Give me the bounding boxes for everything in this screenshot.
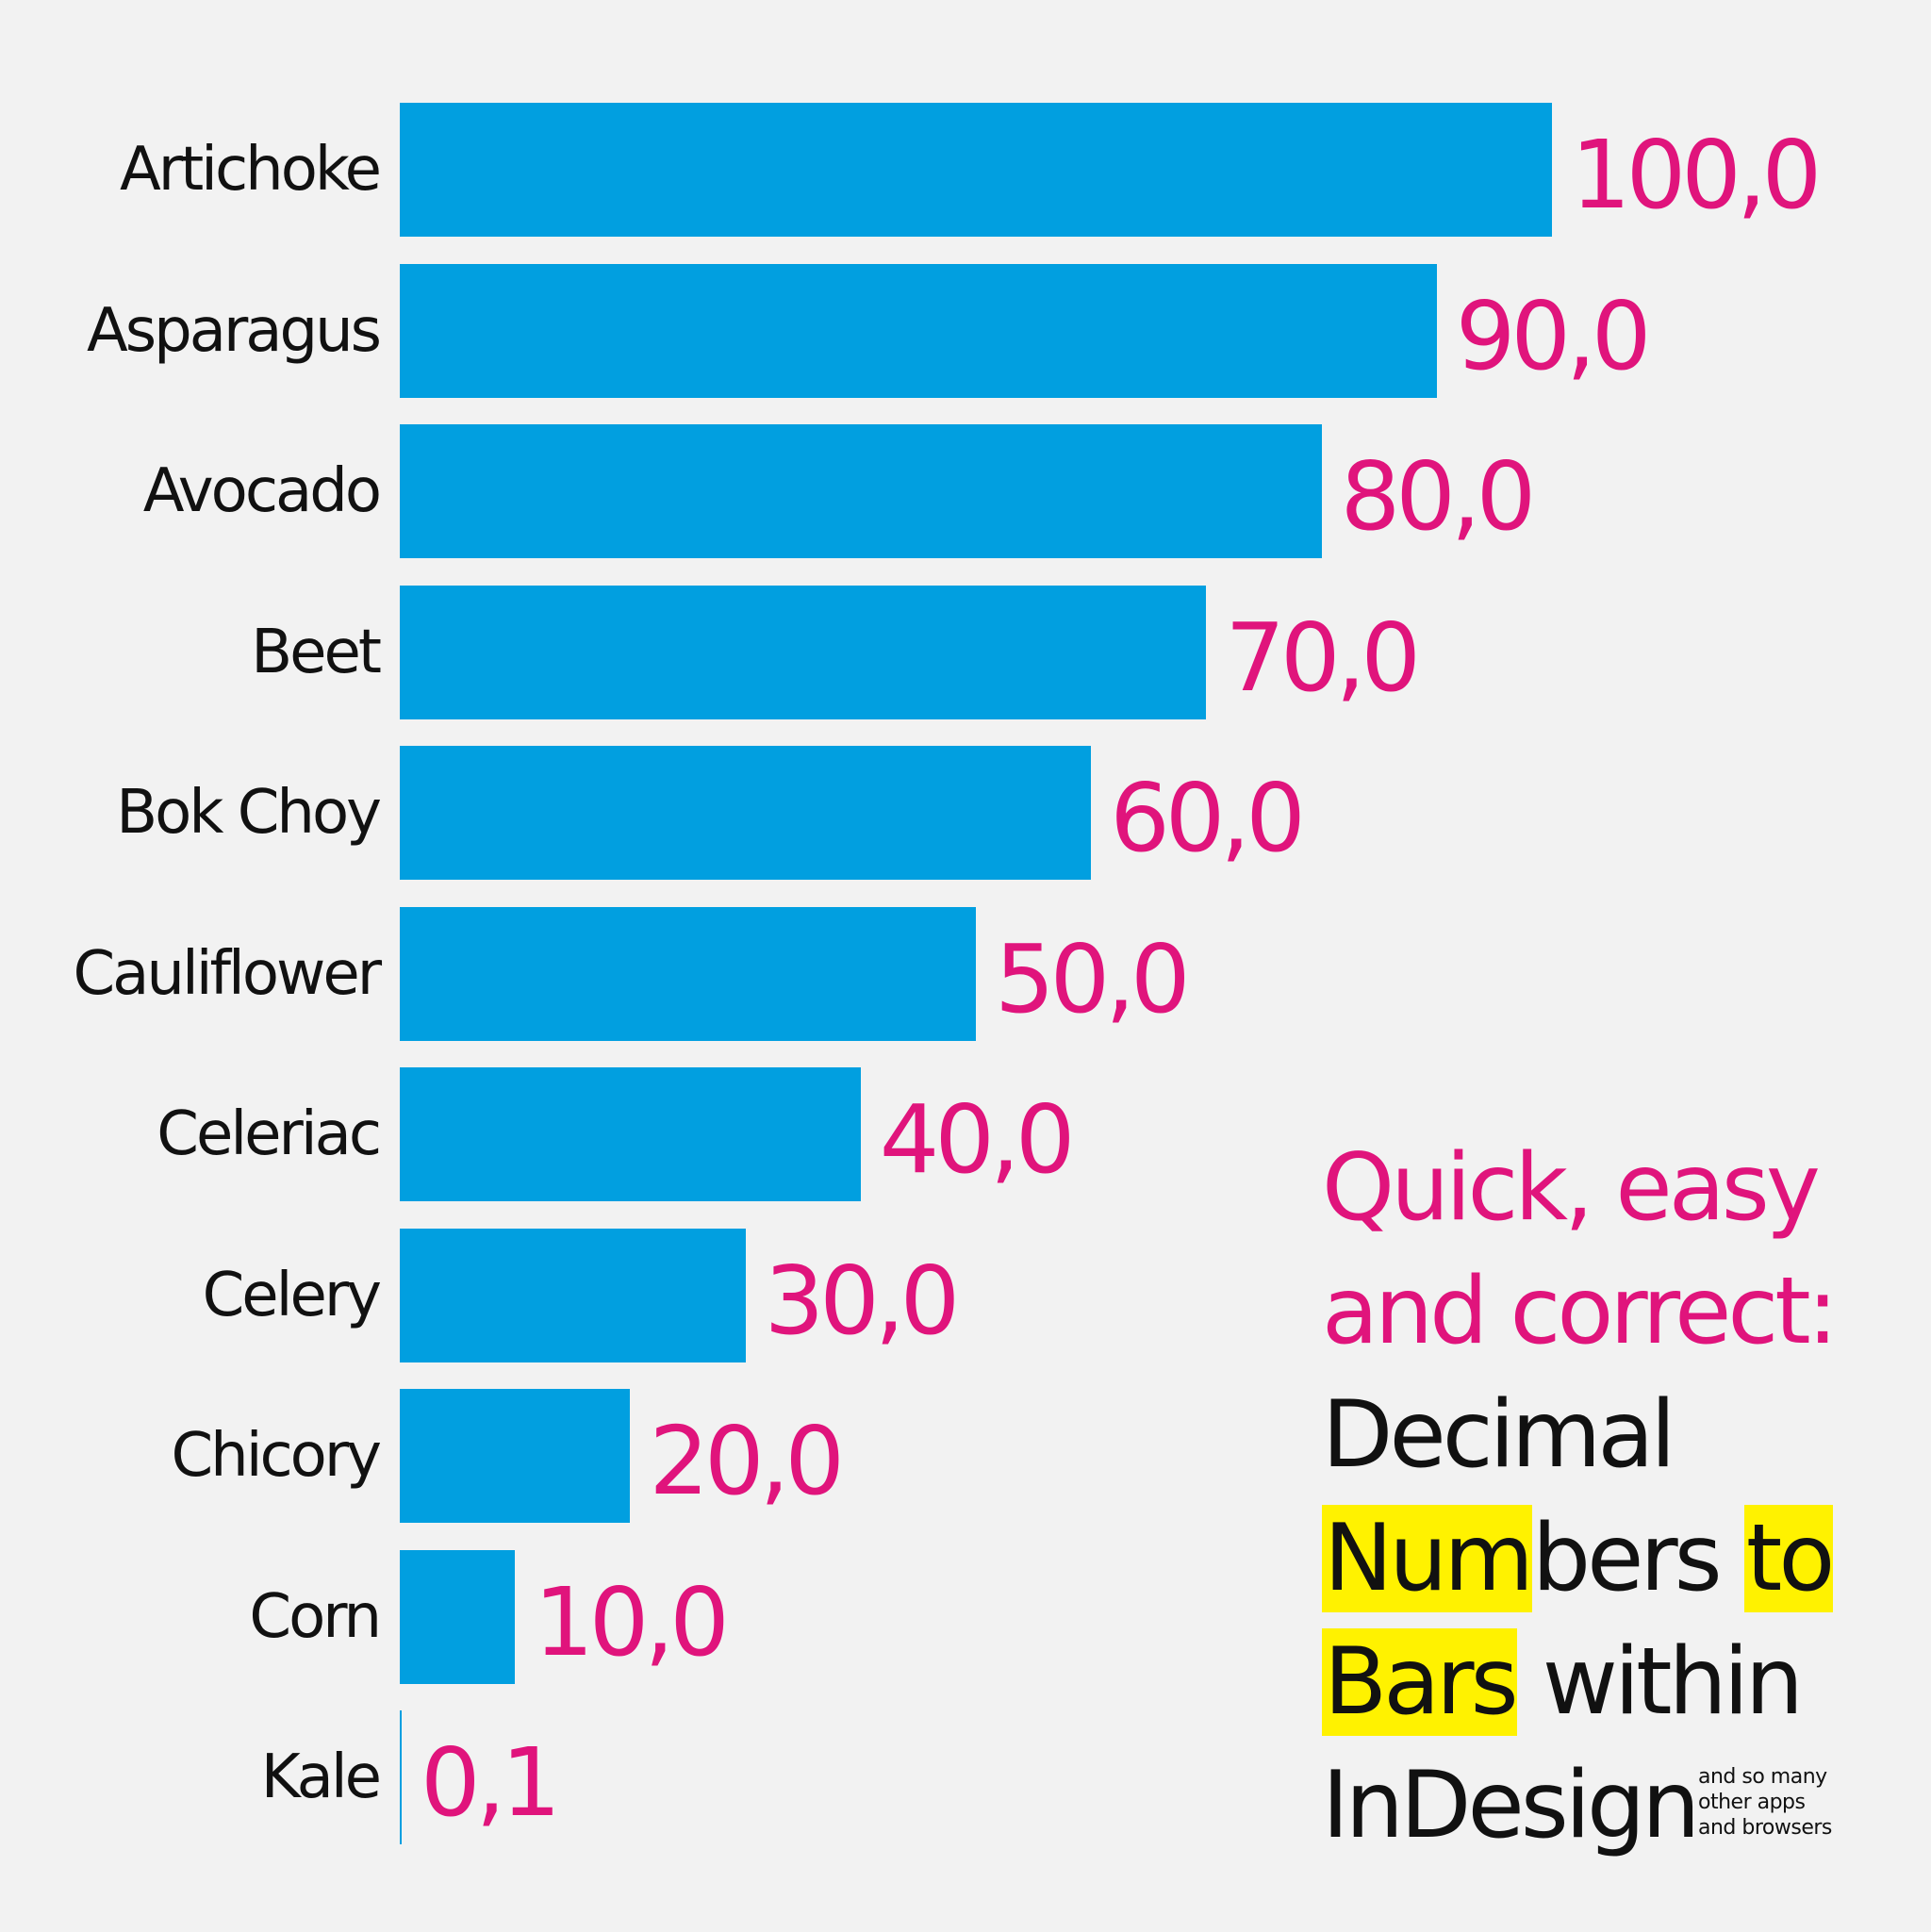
highlight-num: Num	[1322, 1505, 1534, 1612]
bar-corn	[400, 1549, 516, 1684]
bar-avocado	[400, 424, 1322, 558]
footnote-line-2: other apps	[1698, 1791, 1806, 1814]
category-label-avocado: Avocado	[142, 456, 382, 526]
promo-text: Quick, easy and correct: Decimal Numbers…	[1322, 1127, 1906, 1868]
category-label-cauliflower: Cauliflower	[73, 938, 382, 1009]
value-label-bok-choy: 60,0	[1110, 763, 1306, 873]
value-label-chicory: 20,0	[649, 1406, 845, 1516]
category-label-chicory: Chicory	[171, 1421, 382, 1491]
highlight-to: to	[1743, 1505, 1835, 1612]
bar-asparagus	[400, 263, 1437, 398]
value-label-celeriac: 40,0	[879, 1084, 1076, 1195]
footnote: and so many other apps and browsers	[1698, 1764, 1832, 1841]
category-label-bok-choy: Bok Choy	[116, 778, 382, 848]
bar-artichoke	[400, 103, 1552, 237]
promo-line-decimal: Decimal	[1322, 1381, 1676, 1489]
bar-celery	[400, 1228, 746, 1362]
promo-line-numbers-to: Numbers to	[1322, 1497, 1906, 1621]
category-label-celeriac: Celeriac	[157, 1099, 382, 1169]
category-label-kale: Kale	[260, 1742, 382, 1812]
bar-bok-choy	[400, 746, 1092, 880]
bar-chicory	[400, 1389, 631, 1523]
highlight-bars: Bars	[1322, 1628, 1519, 1736]
category-label-celery: Celery	[202, 1260, 382, 1330]
value-label-artichoke: 100,0	[1571, 120, 1822, 230]
promo-word-bers: bers	[1531, 1505, 1723, 1612]
bar-cauliflower	[400, 906, 976, 1041]
category-label-artichoke: Artichoke	[119, 135, 382, 205]
value-label-kale: 0,1	[421, 1727, 561, 1838]
footnote-line-3: and browsers	[1698, 1816, 1832, 1840]
category-label-beet: Beet	[251, 617, 382, 687]
category-label-asparagus: Asparagus	[86, 295, 382, 366]
promo-line-indesign: InDesign	[1322, 1752, 1700, 1859]
value-label-celery: 30,0	[764, 1245, 961, 1356]
value-label-avocado: 80,0	[1340, 441, 1537, 552]
bar-beet	[400, 585, 1207, 719]
value-label-corn: 10,0	[534, 1566, 730, 1677]
promo-line-and-correct: and correct:	[1322, 1258, 1839, 1365]
bar-celeriac	[400, 1067, 861, 1201]
category-label-corn: Corn	[249, 1581, 382, 1652]
value-label-beet: 70,0	[1225, 602, 1421, 713]
promo-line-bars-within: Bars within	[1322, 1621, 1906, 1744]
footnote-line-1: and so many	[1698, 1765, 1827, 1789]
value-label-cauliflower: 50,0	[995, 923, 1191, 1034]
promo-word-within: within	[1516, 1628, 1804, 1736]
promo-line-quick-easy: Quick, easy	[1322, 1134, 1821, 1242]
bar-kale	[400, 1710, 402, 1844]
value-label-asparagus: 90,0	[1455, 280, 1652, 391]
